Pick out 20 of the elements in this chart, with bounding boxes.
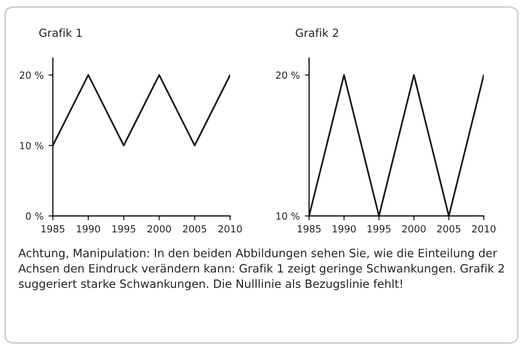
y-tick-label: 20 % <box>276 71 300 79</box>
x-tick-label: 1985 <box>42 225 64 233</box>
y-tick-label: 0 % <box>26 212 44 220</box>
x-tick-label: 2005 <box>183 225 206 233</box>
x-tick-label: 1995 <box>112 225 136 233</box>
x-tick-label: 2010 <box>472 225 496 233</box>
text: Achtung, Manipulation: In den beiden Abbildungen sehen Sie, wie die Einteilung der Achsen den Eindruck verändern kann: Grafik 1 zeigt geringe Schwankungen. Grafik 2 suggeriert starke Schwankungen. Die Nulllinie als Bezugslinie fehlt! <box>18 248 504 290</box>
x-tick-label: 1990 <box>332 225 356 233</box>
y-tick-label: 20 % <box>20 71 44 79</box>
x-tick-label: 2005 <box>437 225 460 233</box>
x-tick-label: 1990 <box>76 225 100 233</box>
chart-title: Grafik 2 <box>296 28 338 38</box>
x-tick-label: 1995 <box>368 225 390 233</box>
x-tick-label: 1985 <box>298 225 321 233</box>
x-tick-label: 2010 <box>218 225 242 233</box>
chart-title: Grafik 1 <box>39 28 82 38</box>
y-tick-label: 10 % <box>20 142 44 150</box>
x-tick-label: 2000 <box>148 225 171 233</box>
y-tick-label: 10 % <box>276 212 300 220</box>
x-tick-label: 2000 <box>402 225 426 233</box>
